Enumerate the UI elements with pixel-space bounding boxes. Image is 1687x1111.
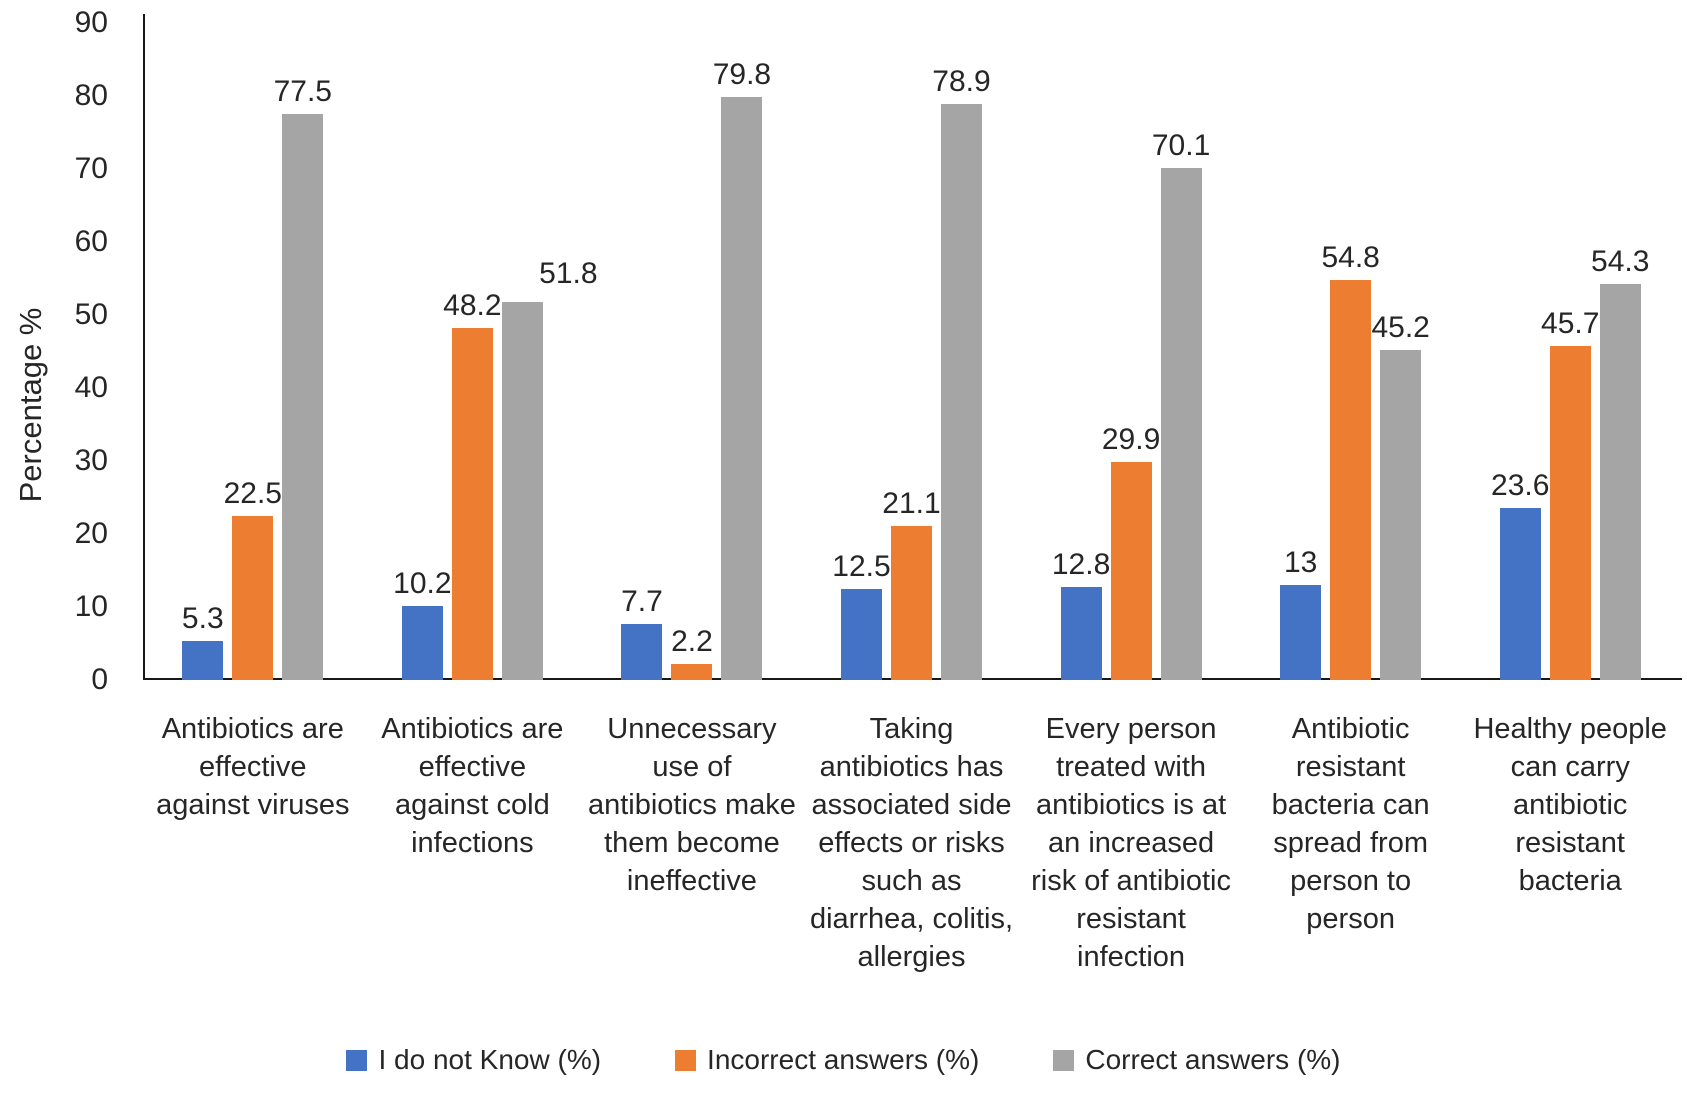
bar-incorrect-answers--cat4 bbox=[891, 525, 932, 680]
value-label: 5.3 bbox=[181, 602, 224, 636]
category-label: Unnecessary use of antibiotics make them… bbox=[587, 713, 796, 897]
category-label: Taking antibiotics has associated side e… bbox=[809, 713, 1014, 973]
value-label: 51.8 bbox=[539, 256, 598, 290]
category-label: Antibiotics are effective against cold i… bbox=[381, 713, 564, 859]
bar-correct-answers--cat2 bbox=[501, 301, 543, 680]
category-label: Healthy people can carry antibiotic resi… bbox=[1473, 713, 1667, 897]
bar-i-do-not-know--cat4 bbox=[841, 588, 882, 680]
legend: I do not Know (%) Incorrect answers (%) Co… bbox=[0, 1044, 1687, 1076]
value-label: 13 bbox=[1283, 546, 1318, 580]
bar-i-do-not-know--cat5 bbox=[1060, 586, 1102, 680]
bar-incorrect-answers--cat5 bbox=[1110, 461, 1152, 680]
legend-label: I do not Know (%) bbox=[378, 1044, 602, 1075]
category-label: Every person treated with antibiotics is… bbox=[1031, 713, 1231, 973]
legend-swatch-icon bbox=[675, 1049, 697, 1071]
bar-incorrect-answers--cat6 bbox=[1330, 279, 1372, 680]
bar-incorrect-answers--cat2 bbox=[451, 328, 493, 680]
value-label: 45.7 bbox=[1541, 307, 1600, 341]
y-tick-label: 10 bbox=[74, 590, 108, 623]
bar-correct-answers--cat3 bbox=[721, 97, 763, 680]
value-label: 54.3 bbox=[1591, 244, 1650, 278]
category-label: Antibiotics are effective against viruse… bbox=[156, 713, 350, 821]
value-label: 77.5 bbox=[273, 75, 332, 109]
legend-swatch-icon bbox=[346, 1049, 368, 1071]
value-label: 79.8 bbox=[712, 58, 772, 92]
bar-correct-answers--cat6 bbox=[1380, 350, 1422, 680]
category-label: Antibiotic resistant bacteria can spread… bbox=[1271, 713, 1430, 935]
value-label: 12.8 bbox=[1051, 547, 1111, 581]
value-label: 70.1 bbox=[1151, 129, 1211, 163]
value-label: 23.6 bbox=[1491, 468, 1550, 502]
y-tick-label: 80 bbox=[74, 79, 108, 112]
y-tick-label: 30 bbox=[74, 444, 108, 477]
y-tick-label: 60 bbox=[74, 225, 108, 258]
value-label: 12.5 bbox=[832, 549, 891, 583]
value-label: 21.1 bbox=[882, 486, 941, 520]
y-tick-label: 40 bbox=[74, 371, 108, 404]
y-tick-label: 70 bbox=[74, 152, 108, 185]
legend-item: Correct answers (%) bbox=[1053, 1044, 1341, 1076]
value-label: 45.2 bbox=[1371, 311, 1430, 345]
bar-incorrect-answers--cat3 bbox=[671, 663, 713, 680]
y-tick-label: 20 bbox=[74, 517, 108, 550]
bar-i-do-not-know--cat2 bbox=[401, 605, 443, 680]
value-label: 29.9 bbox=[1101, 422, 1161, 456]
bar-i-do-not-know--cat1 bbox=[182, 641, 224, 680]
value-label: 2.2 bbox=[671, 624, 713, 658]
bar-correct-answers--cat1 bbox=[282, 114, 324, 680]
value-label: 54.8 bbox=[1321, 240, 1380, 274]
bar-i-do-not-know--cat3 bbox=[621, 623, 663, 680]
bar-incorrect-answers--cat7 bbox=[1549, 346, 1591, 680]
y-tick-label: 0 bbox=[91, 663, 108, 696]
bar-correct-answers--cat4 bbox=[941, 104, 982, 680]
bar-correct-answers--cat5 bbox=[1160, 168, 1202, 680]
value-label: 78.9 bbox=[932, 65, 991, 99]
value-label: 48.2 bbox=[443, 289, 502, 323]
legend-label: Correct answers (%) bbox=[1085, 1044, 1341, 1075]
legend-item: I do not Know (%) bbox=[346, 1044, 601, 1076]
legend-swatch-icon bbox=[1053, 1049, 1075, 1071]
value-label: 10.2 bbox=[393, 566, 452, 600]
legend-item: Incorrect answers (%) bbox=[675, 1044, 979, 1076]
bar-i-do-not-know--cat7 bbox=[1499, 507, 1541, 680]
value-label: 22.5 bbox=[223, 476, 282, 510]
bar-correct-answers--cat7 bbox=[1599, 283, 1641, 680]
bar-incorrect-answers--cat1 bbox=[232, 515, 274, 680]
legend-label: Incorrect answers (%) bbox=[707, 1044, 980, 1075]
bar-i-do-not-know--cat6 bbox=[1280, 585, 1322, 680]
y-tick-label: 90 bbox=[74, 6, 108, 39]
y-tick-label: 50 bbox=[74, 298, 108, 331]
value-label: 7.7 bbox=[621, 584, 663, 618]
